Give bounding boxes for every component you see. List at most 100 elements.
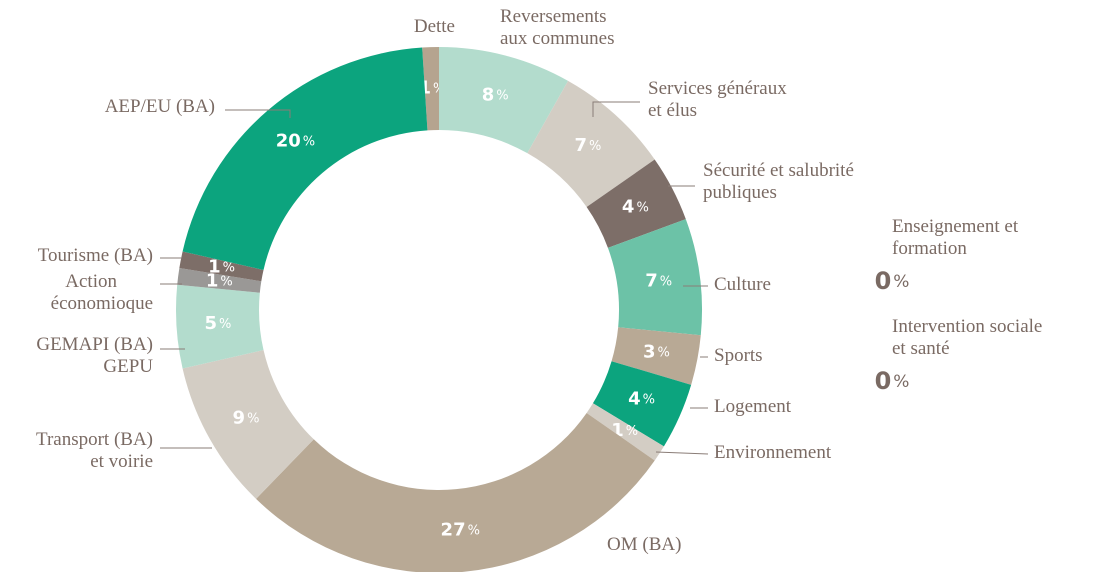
category-label-line: GEMAPI (BA) <box>36 334 153 355</box>
category-label-line: Dette <box>414 16 455 37</box>
category-label-line: Action <box>65 271 117 292</box>
category-label: Environnement <box>714 442 832 463</box>
category-label-line: aux communes <box>500 28 615 49</box>
donut-segment <box>256 412 655 572</box>
data-label-unit: % <box>893 372 909 392</box>
category-label: Transport (BA) et voirie <box>36 429 153 472</box>
category-label-line: Environnement <box>714 442 832 463</box>
data-label-unit: % <box>220 274 232 289</box>
data-label-number: 4 <box>628 389 641 410</box>
data-label-number: 20 <box>276 130 301 151</box>
category-label: GEMAPI (BA) GEPU <box>36 334 153 377</box>
donut-segment <box>586 403 664 461</box>
data-label-unit: % <box>496 88 508 103</box>
donut-segment <box>177 268 262 293</box>
donut-segment <box>607 219 702 336</box>
data-label-number: 3 <box>643 341 656 362</box>
data-label-number: 9 <box>233 408 246 429</box>
data-label: 3% <box>643 341 670 362</box>
leader-line <box>225 109 291 118</box>
donut-segment <box>527 80 655 208</box>
category-label: Reversements aux communes <box>500 6 615 49</box>
category-label-line: Culture <box>714 274 771 295</box>
leader-line <box>655 451 709 455</box>
data-label-unit: % <box>247 411 259 426</box>
data-label-unit: % <box>643 392 655 407</box>
data-label-unit: % <box>468 523 480 538</box>
donut-segment <box>182 47 428 270</box>
donut-segment <box>439 47 569 154</box>
category-label-line: Tourisme (BA) <box>38 245 153 266</box>
category-label-line: formation <box>892 238 967 259</box>
donut-segment <box>586 159 686 248</box>
donut-segment <box>179 251 264 282</box>
category-label: AEP/EU (BA) <box>105 96 215 117</box>
data-label: 1% <box>208 257 235 278</box>
data-label: 4% <box>622 197 649 218</box>
category-label-line: et santé <box>892 338 950 359</box>
data-label: 27% <box>441 519 480 540</box>
leader-line <box>592 101 640 117</box>
data-label-number: 0 <box>875 367 892 395</box>
data-label: 0% <box>875 367 910 395</box>
category-label-line: Services généraux <box>648 78 787 99</box>
category-label: Sécurité et salubrité publiques <box>703 160 854 203</box>
data-label-unit: % <box>893 272 909 292</box>
data-label-unit: % <box>658 345 670 360</box>
category-label: Action économioque <box>51 271 153 314</box>
data-label: 5% <box>205 313 232 334</box>
data-label-number: 5 <box>205 313 218 334</box>
category-label: Culture <box>714 274 771 295</box>
donut-segment <box>611 327 701 385</box>
data-label: 1% <box>206 271 233 292</box>
data-label: 9% <box>233 408 260 429</box>
category-label: Enseignement et formation <box>892 216 1019 259</box>
category-label-line: Reversements <box>500 6 607 27</box>
data-label-number: 1 <box>208 257 221 278</box>
category-label-line: Transport (BA) <box>36 429 153 450</box>
data-label: 8% <box>482 85 509 106</box>
data-label: 7% <box>574 135 601 156</box>
category-label: Sports <box>714 345 763 366</box>
data-label: 20% <box>276 130 315 151</box>
category-label: Dette <box>414 16 455 37</box>
data-label: 0% <box>875 267 910 295</box>
category-label: Logement <box>714 396 792 417</box>
data-label: 4% <box>628 389 655 410</box>
category-label: Intervention sociale et santé <box>892 316 1042 359</box>
data-label-number: 27 <box>441 519 466 540</box>
donut-segment <box>422 47 439 131</box>
data-label-unit: % <box>223 260 235 275</box>
category-label-line: Logement <box>714 396 792 417</box>
category-label-line: et élus <box>648 100 697 121</box>
data-label-unit: % <box>219 317 231 332</box>
category-label-line: publiques <box>703 182 777 203</box>
data-label-unit: % <box>636 200 648 215</box>
category-label: Services généraux et élus <box>648 78 787 121</box>
category-label-line: AEP/EU (BA) <box>105 96 215 117</box>
donut-segment <box>175 284 264 369</box>
category-label-line: Sécurité et salubrité <box>703 160 854 181</box>
data-label-number: 0 <box>875 267 892 295</box>
data-label-unit: % <box>660 274 672 289</box>
data-label-number: 8 <box>482 85 495 106</box>
data-label-unit: % <box>303 134 315 149</box>
donut-segment <box>592 361 692 447</box>
data-label-number: 1 <box>206 271 219 292</box>
category-label-line: et voirie <box>90 451 153 472</box>
category-label: Tourisme (BA) <box>38 245 153 266</box>
category-label-line: OM (BA) <box>607 534 681 555</box>
category-label-line: GEPU <box>103 356 153 377</box>
category-label-line: Sports <box>714 345 763 366</box>
data-label: 7% <box>645 271 672 292</box>
category-label: OM (BA) <box>607 534 681 555</box>
data-label-number: 4 <box>622 197 635 218</box>
data-label-unit: % <box>626 423 638 438</box>
category-label-line: Enseignement et <box>892 216 1019 237</box>
donut-segment <box>182 350 314 499</box>
category-label-line: économioque <box>51 293 153 314</box>
data-label-number: 7 <box>645 271 658 292</box>
data-label-unit: % <box>589 139 601 154</box>
category-label-line: Intervention sociale <box>892 316 1042 337</box>
